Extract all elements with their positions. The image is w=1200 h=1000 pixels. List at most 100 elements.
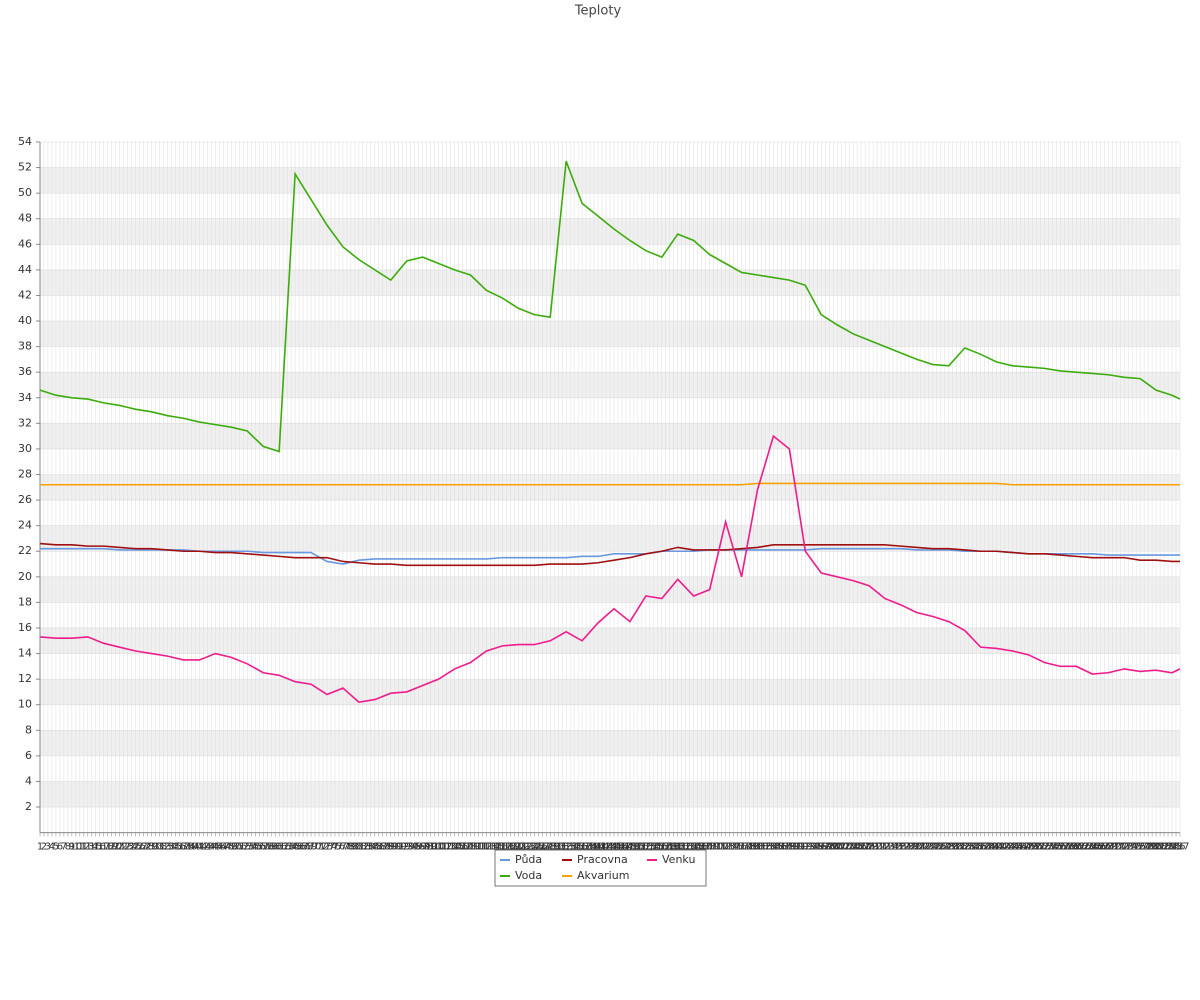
x-tick-label: 117 [493, 842, 512, 853]
x-tick-label: 3 [45, 842, 51, 853]
y-tick-label: 36 [18, 365, 32, 378]
x-tick-label: 162 [672, 842, 691, 853]
x-tick-label: 247 [1011, 842, 1030, 853]
x-tick-label: 275 [1123, 842, 1142, 853]
x-tick-label: 150 [624, 842, 643, 853]
x-tick-label: 82 [356, 842, 369, 853]
x-tick-label: 36 [173, 842, 186, 853]
x-tick-label: 185 [764, 842, 783, 853]
y-tick-label: 10 [18, 698, 32, 711]
x-tick-label: 259 [1059, 842, 1078, 853]
x-tick-label: 213 [875, 842, 894, 853]
x-tick-label: 225 [923, 842, 942, 853]
x-tick-label: 216 [887, 842, 906, 853]
x-tick-label: 43 [201, 842, 214, 853]
x-tick-label: 239 [979, 842, 998, 853]
x-tick-label: 66 [293, 842, 306, 853]
x-tick-label: 197 [812, 842, 831, 853]
x-tick-label: 183 [756, 842, 775, 853]
x-tick-label: 155 [644, 842, 663, 853]
x-tick-label: 266 [1087, 842, 1106, 853]
x-tick-label: 129 [541, 842, 560, 853]
x-tick-label: 244 [999, 842, 1018, 853]
x-tick-label: 203 [836, 842, 855, 853]
x-tick-label: 25 [129, 842, 142, 853]
x-tick-label: 163 [676, 842, 695, 853]
x-tick-label: 78 [341, 842, 354, 853]
x-tick-label: 260 [1063, 842, 1082, 853]
x-tick-label: 125 [525, 842, 544, 853]
x-tick-label: 158 [656, 842, 675, 853]
x-tick-label: 39 [185, 842, 198, 853]
series-line [39, 160, 1181, 453]
x-tick-label: 284 [1158, 842, 1177, 853]
x-tick-label: 209 [860, 842, 879, 853]
y-tick-label: 38 [18, 340, 32, 353]
x-tick-label: 160 [664, 842, 683, 853]
x-tick-label: 88 [380, 842, 393, 853]
x-tick-label: 58 [261, 842, 274, 853]
x-tick-label: 14 [85, 842, 98, 853]
x-tick-label: 273 [1115, 842, 1134, 853]
x-tick-label: 6 [57, 842, 63, 853]
x-tick-label: 135 [565, 842, 584, 853]
x-tick-label: 80 [349, 842, 362, 853]
x-tick-label: 164 [680, 842, 699, 853]
x-tick-label: 219 [899, 842, 918, 853]
x-tick-label: 246 [1007, 842, 1026, 853]
x-tick-label: 1 [37, 842, 43, 853]
x-tick-label: 198 [816, 842, 835, 853]
x-tick-label: 107 [453, 842, 472, 853]
x-tick-label: 42 [197, 842, 210, 853]
x-tick-label: 242 [991, 842, 1010, 853]
y-tick-label: 50 [18, 186, 32, 199]
legend-label: Voda [515, 869, 542, 882]
x-tick-label: 131 [549, 842, 568, 853]
x-tick-label: 169 [700, 842, 719, 853]
legend-box [494, 849, 707, 887]
x-tick-label: 115 [485, 842, 504, 853]
x-tick-label: 67 [297, 842, 310, 853]
x-tick-label: 194 [800, 842, 819, 853]
x-tick-label: 204 [840, 842, 859, 853]
y-tick-label: 30 [18, 442, 32, 455]
x-tick-label: 157 [652, 842, 671, 853]
series-line [40, 482, 1180, 486]
x-tick-label: 60 [269, 842, 282, 853]
x-tick-label: 57 [257, 842, 270, 853]
x-tick-label: 184 [760, 842, 779, 853]
x-tick-label: 110 [465, 842, 484, 853]
x-tick-label: 177 [732, 842, 751, 853]
x-tick-label: 249 [1019, 842, 1038, 853]
x-tick-label: 111 [469, 842, 488, 853]
x-tick-label: 174 [720, 842, 739, 853]
x-tick-label: 76 [333, 842, 346, 853]
x-tick-label: 112 [473, 842, 492, 853]
x-tick-label: 167 [692, 842, 711, 853]
legend-label: Půda [515, 853, 542, 866]
x-tick-label: 48 [221, 842, 234, 853]
x-tick-label: 136 [569, 842, 588, 853]
x-tick-label: 214 [879, 842, 898, 853]
y-tick-label: 46 [18, 237, 32, 250]
x-tick-label: 122 [513, 842, 532, 853]
x-tick-label: 238 [975, 842, 994, 853]
x-tick-label: 254 [1039, 842, 1058, 853]
x-tick-label: 270 [1103, 842, 1122, 853]
x-tick-label: 15 [89, 842, 102, 853]
y-tick-label: 18 [18, 595, 32, 608]
x-tick-label: 278 [1135, 842, 1154, 853]
x-tick-label: 121 [509, 842, 528, 853]
x-tick-label: 234 [959, 842, 978, 853]
x-tick-label: 236 [967, 842, 986, 853]
x-tick-label: 280 [1143, 842, 1162, 853]
x-tick-label: 178 [736, 842, 755, 853]
x-tick-label: 114 [481, 842, 500, 853]
x-tick-label: 252 [1031, 842, 1050, 853]
x-tick-label: 130 [545, 842, 564, 853]
x-tick-label: 79 [345, 842, 358, 853]
x-tick-label: 118 [497, 842, 516, 853]
x-tick-label: 271 [1107, 842, 1126, 853]
